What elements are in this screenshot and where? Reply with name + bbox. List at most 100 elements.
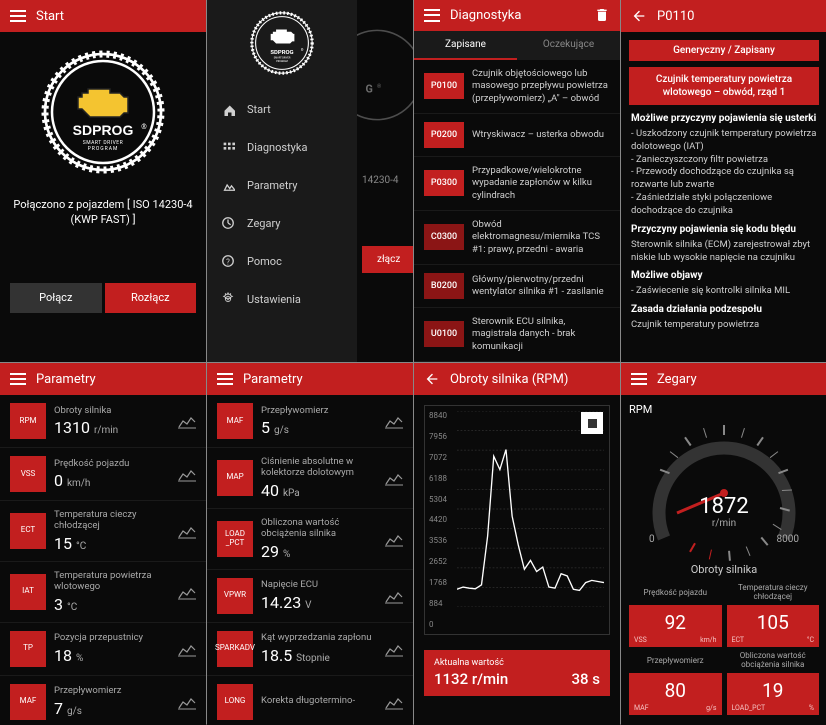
param-item[interactable]: VSS Prędkość pojazdu 0 km/h: [0, 448, 206, 501]
param-label: Temperatura cieczy chłodzącej: [54, 509, 170, 532]
menu-icon[interactable]: [10, 8, 26, 24]
param-value: 18 %: [54, 646, 170, 665]
menu-icon[interactable]: [217, 371, 233, 387]
back-icon[interactable]: [424, 371, 440, 387]
nav-item-pomoc[interactable]: ?Pomoc: [207, 242, 357, 280]
param-code: VPWR: [217, 578, 253, 614]
menu-icon[interactable]: [631, 371, 647, 387]
y-label: 7072: [429, 453, 447, 462]
menu-icon[interactable]: [10, 371, 26, 387]
cell-code: ECT: [732, 636, 745, 644]
page-title: P0110: [657, 9, 817, 24]
param-item[interactable]: VPWR Napięcie ECU 14.23 V: [207, 570, 413, 623]
param-code: MAP: [217, 460, 253, 496]
nav-item-diagnostyka[interactable]: Diagnostyka: [207, 128, 357, 166]
gauge-param: RPM: [629, 403, 819, 416]
param-item[interactable]: MAF Przepływomierz 7 g/s: [0, 676, 206, 725]
y-label: 884: [429, 599, 447, 608]
header: Parametry: [0, 363, 206, 395]
graph-icon[interactable]: [385, 589, 403, 603]
connect-button[interactable]: Połącz: [10, 283, 102, 313]
param-label: Kąt wyprzedzania zapłonu: [261, 632, 377, 643]
tab-pending[interactable]: Oczekujące: [517, 31, 620, 60]
drawer-logo: SDPROG ® SMART DRIVER PROGRAM: [207, 0, 357, 90]
param-item[interactable]: RPM Obroty silnika 1310 r/min: [0, 395, 206, 448]
y-label: 8840: [429, 411, 447, 420]
y-label: 1768: [429, 578, 447, 587]
nav-item-parametry[interactable]: Parametry: [207, 166, 357, 204]
param-item[interactable]: LOAD_PCT Obliczona wartość obciążenia si…: [207, 509, 413, 570]
section-text: - Zaświecenie się kontrolki silnika MIL: [631, 285, 817, 298]
section-heading: Możliwe objawy: [631, 270, 817, 281]
nav-item-zegary[interactable]: Zegary: [207, 204, 357, 242]
connection-status: Połączono z pojazdem [ ISO 14230-4 (KWP …: [10, 197, 196, 228]
svg-text:SDPROG: SDPROG: [270, 50, 293, 56]
param-item[interactable]: LONG Korekta długotermino-: [207, 676, 413, 725]
back-icon[interactable]: [631, 8, 647, 24]
footer-value: 1132 r/min: [434, 670, 508, 688]
nav-item-ustawienia[interactable]: Ustawienia: [207, 280, 357, 318]
nav-item-start[interactable]: Start: [207, 90, 357, 128]
dtc-code: P0200: [424, 122, 464, 148]
cell-value: 105: [733, 611, 814, 634]
svg-text:PROGRAM: PROGRAM: [276, 60, 287, 63]
graph-icon[interactable]: [178, 467, 196, 481]
dtc-item[interactable]: P0300Przypadkowe/wielokrotne wypadanie z…: [414, 157, 620, 211]
dtc-item[interactable]: U0100Sterownik ECU silnika, magistrala d…: [414, 308, 620, 362]
nav-label: Ustawienia: [247, 293, 301, 306]
param-label: Pozycja przepustnicy: [54, 632, 170, 643]
cell-value: 19: [733, 679, 814, 702]
param-item[interactable]: TP Pozycja przepustnicy 18 %: [0, 623, 206, 676]
svg-text:®: ®: [141, 123, 147, 131]
screen-gauges: Zegary RPM 1872 r/min 0 8000 Obroty siln…: [621, 363, 826, 725]
graph-icon[interactable]: [385, 642, 403, 656]
dtc-item[interactable]: C0300Obwód elektromagnesu/miernika TCS #…: [414, 211, 620, 265]
graph-icon[interactable]: [178, 585, 196, 599]
cell-label: Prędkość pojazdu: [629, 584, 722, 602]
param-item[interactable]: IAT Temperatura powietrza wlotowego 3 °C: [0, 562, 206, 623]
dtc-item[interactable]: P0200Wtryskiwacz – usterka obwodu: [414, 114, 620, 157]
backdrop[interactable]: G ® 14230-4 złącz: [357, 0, 413, 362]
dtc-item[interactable]: P0100Czujnik objętościowego lub masowego…: [414, 60, 620, 114]
disconnect-button[interactable]: Rozłącz: [105, 283, 197, 313]
gauge-cell[interactable]: Obliczona wartość obciążenia silnika 19 …: [727, 652, 820, 715]
graph-icon[interactable]: [385, 471, 403, 485]
param-label: Ciśnienie absolutne w kolektorze dolotow…: [261, 456, 377, 479]
param-value: 15 °C: [54, 534, 170, 553]
param-item[interactable]: SPARKADV Kąt wyprzedzania zapłonu 18.5 S…: [207, 623, 413, 676]
svg-text:SDPROG: SDPROG: [73, 122, 134, 138]
gauge-cell[interactable]: Temperatura cieczy chłodzącej 105 ECT °C: [727, 584, 820, 647]
y-label: 5304: [429, 495, 447, 504]
param-item[interactable]: MAF Przepływomierz 5 g/s: [207, 395, 413, 448]
param-item[interactable]: MAP Ciśnienie absolutne w kolektorze dol…: [207, 448, 413, 509]
graph-icon[interactable]: [385, 532, 403, 546]
y-label: 3536: [429, 536, 447, 545]
screen-params-2: Parametry MAF Przepływomierz 5 g/s MAP C…: [207, 363, 413, 725]
dtc-item[interactable]: B0200Główny/pierwotny/przedni wentylator…: [414, 265, 620, 308]
delete-icon[interactable]: [594, 7, 610, 23]
param-item[interactable]: ECT Temperatura cieczy chłodzącej 15 °C: [0, 501, 206, 562]
screen-menu: G ® 14230-4 złącz SDPROG ® SMART DRIVER …: [207, 0, 413, 362]
graph-icon[interactable]: [178, 414, 196, 428]
svg-text:?: ?: [226, 258, 230, 267]
svg-text:®: ®: [377, 83, 381, 90]
graph-icon[interactable]: [385, 695, 403, 709]
section-heading: Możliwe przyczyny pojawienia się usterki: [631, 113, 817, 124]
header: Obroty silnika (RPM): [414, 363, 620, 395]
section-text: - Uszkodzony czujnik temperatury powietr…: [631, 128, 817, 218]
graph-icon[interactable]: [178, 524, 196, 538]
graph-icon[interactable]: [178, 695, 196, 709]
menu-icon[interactable]: [424, 7, 440, 23]
tab-saved[interactable]: Zapisane: [414, 31, 517, 60]
stop-button[interactable]: [581, 412, 603, 434]
gauge-cell[interactable]: Przepływomierz 80 MAF g/s: [629, 652, 722, 715]
param-value: 3 °C: [54, 595, 170, 614]
dtc-code: P0300: [424, 170, 464, 196]
nav-label: Diagnostyka: [247, 141, 307, 154]
gauge-cell[interactable]: Prędkość pojazdu 92 VSS km/h: [629, 584, 722, 647]
dtc-list: P0100Czujnik objętościowego lub masowego…: [414, 60, 620, 362]
graph-icon[interactable]: [385, 414, 403, 428]
cell-unit: %: [809, 704, 814, 712]
page-title: Obroty silnika (RPM): [450, 372, 610, 387]
graph-icon[interactable]: [178, 642, 196, 656]
